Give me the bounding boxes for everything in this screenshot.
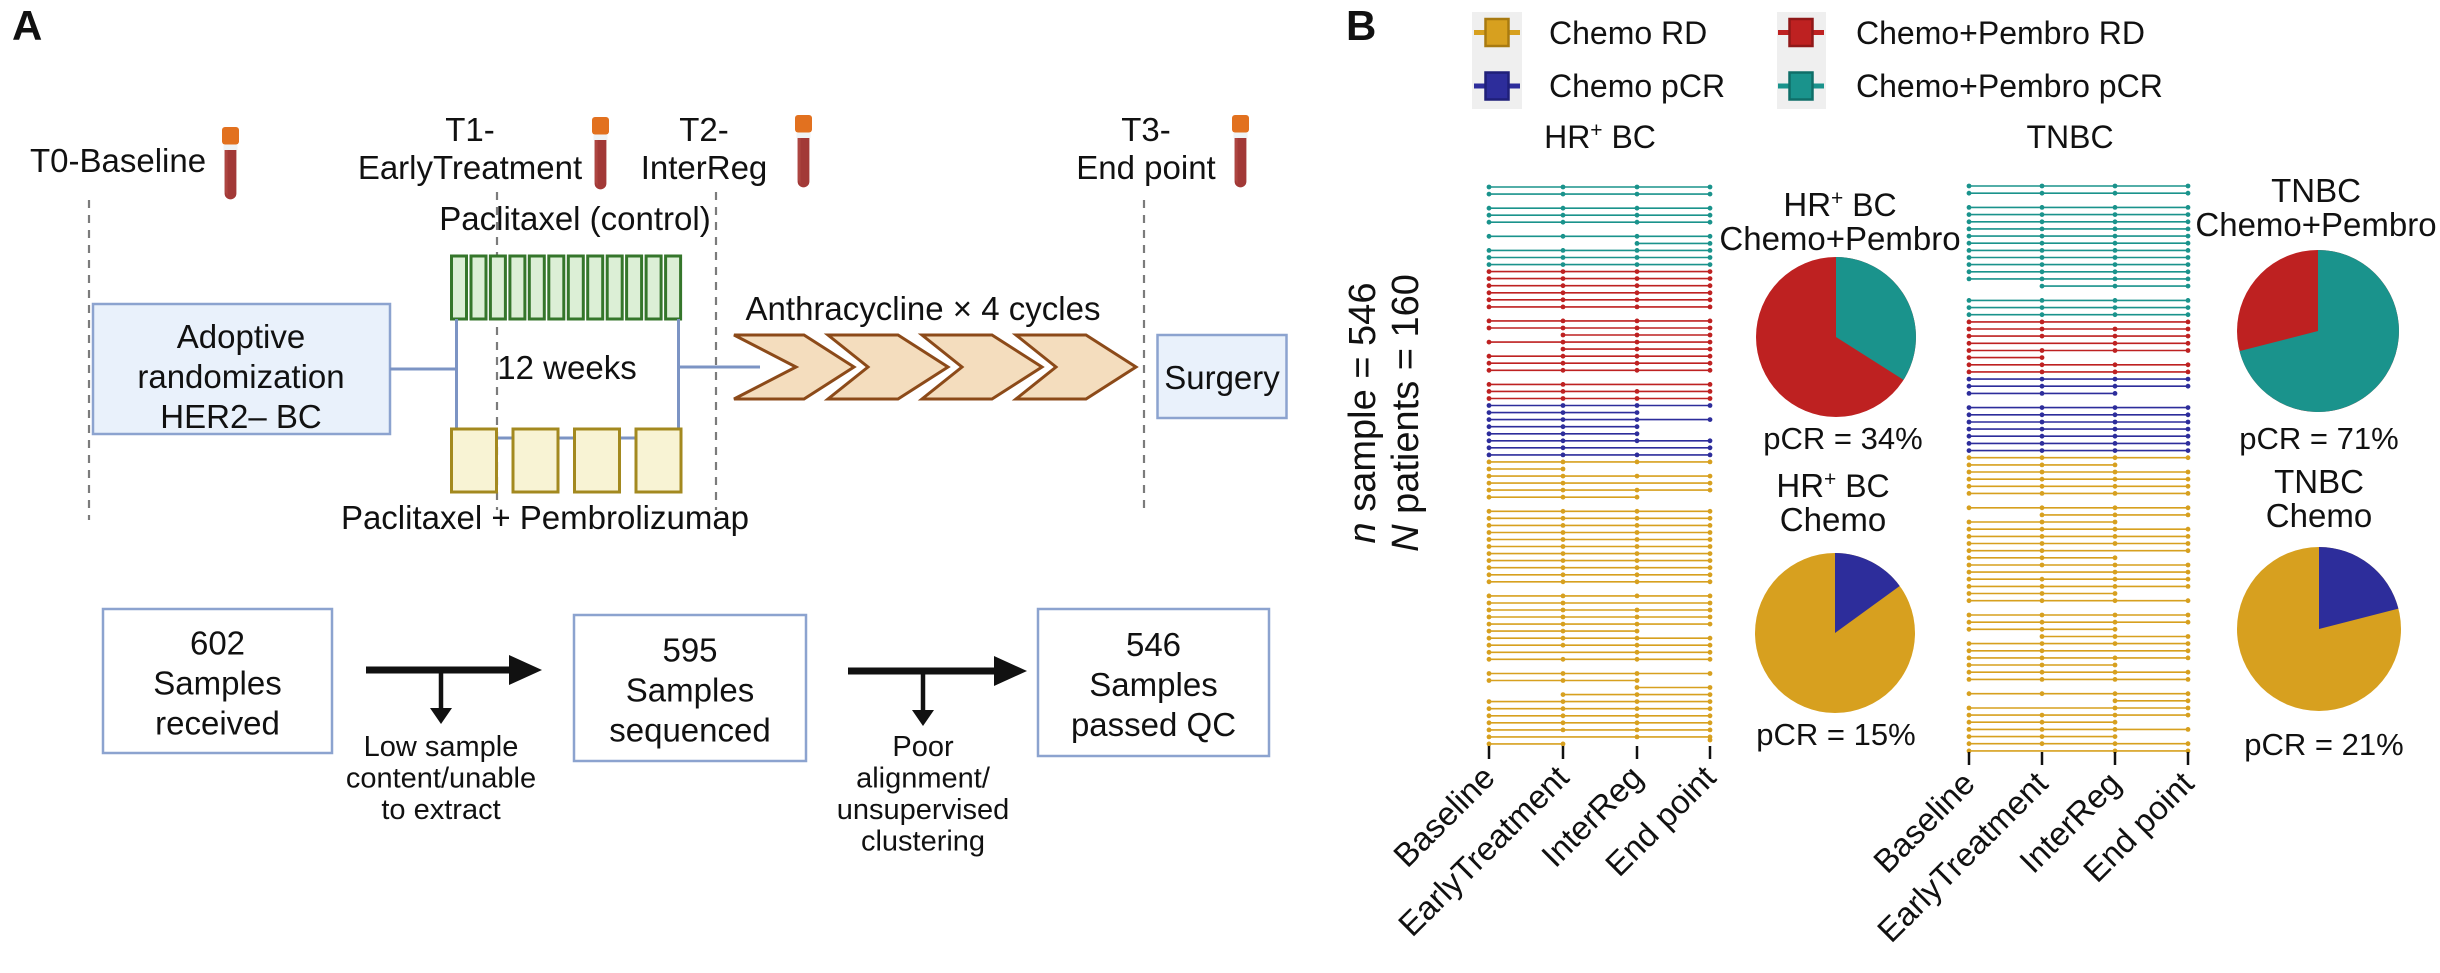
svg-text:Paclitaxel (control): Paclitaxel (control) xyxy=(439,200,710,237)
svg-text:Chemo+Pembro pCR: Chemo+Pembro pCR xyxy=(1856,68,2163,104)
svg-text:Chemo: Chemo xyxy=(2266,497,2372,534)
svg-text:pCR = 71%: pCR = 71% xyxy=(2239,421,2398,456)
svg-text:randomization: randomization xyxy=(137,358,344,395)
svg-text:received: received xyxy=(155,705,280,742)
svg-text:n sample = 546: n sample = 546 xyxy=(1342,283,1384,544)
svg-text:B: B xyxy=(1346,2,1376,49)
svg-text:passed QC: passed QC xyxy=(1071,706,1236,743)
svg-text:TNBC: TNBC xyxy=(2026,119,2113,155)
svg-text:T3-: T3- xyxy=(1121,111,1171,148)
svg-text:content/unable: content/unable xyxy=(346,763,536,795)
svg-text:Low sample: Low sample xyxy=(364,731,519,763)
svg-text:T2-: T2- xyxy=(679,111,729,148)
svg-text:546: 546 xyxy=(1126,626,1181,663)
svg-text:HR+ BC: HR+ BC xyxy=(1544,119,1656,155)
svg-text:Chemo+Pembro: Chemo+Pembro xyxy=(2195,206,2436,243)
svg-text:12 weeks: 12 weeks xyxy=(497,349,636,386)
svg-text:Samples: Samples xyxy=(626,672,754,709)
svg-text:pCR = 34%: pCR = 34% xyxy=(1763,421,1922,456)
svg-text:InterReg: InterReg xyxy=(641,149,768,186)
svg-text:unsupervised: unsupervised xyxy=(837,794,1010,826)
svg-text:Chemo+Pembro: Chemo+Pembro xyxy=(1719,220,1960,257)
svg-text:End point: End point xyxy=(1076,149,1215,186)
svg-text:Chemo pCR: Chemo pCR xyxy=(1549,68,1725,104)
svg-text:602: 602 xyxy=(190,625,245,662)
svg-text:595: 595 xyxy=(662,632,717,669)
svg-text:pCR = 21%: pCR = 21% xyxy=(2244,727,2403,762)
svg-text:T1-: T1- xyxy=(445,111,495,148)
svg-text:clustering: clustering xyxy=(861,826,985,858)
svg-text:TNBC: TNBC xyxy=(2271,172,2361,209)
svg-text:TNBC: TNBC xyxy=(2274,463,2364,500)
svg-text:HR+ BC: HR+ BC xyxy=(1776,467,1889,504)
svg-text:Samples: Samples xyxy=(153,665,281,702)
svg-text:Chemo RD: Chemo RD xyxy=(1549,15,1707,51)
svg-text:Poor: Poor xyxy=(892,731,954,763)
svg-text:N patients = 160: N patients = 160 xyxy=(1385,274,1427,552)
svg-text:T0-Baseline: T0-Baseline xyxy=(30,142,206,179)
svg-text:Chemo: Chemo xyxy=(1780,501,1886,538)
svg-text:Samples: Samples xyxy=(1089,666,1217,703)
svg-text:Paclitaxel + Pembrolizumap: Paclitaxel + Pembrolizumap xyxy=(341,499,749,536)
svg-text:Surgery: Surgery xyxy=(1164,359,1280,396)
svg-text:EarlyTreatment: EarlyTreatment xyxy=(358,149,582,186)
svg-text:alignment/: alignment/ xyxy=(856,763,991,795)
svg-text:Chemo+Pembro RD: Chemo+Pembro RD xyxy=(1856,15,2145,51)
svg-text:A: A xyxy=(12,2,42,49)
svg-text:Anthracycline × 4 cycles: Anthracycline × 4 cycles xyxy=(746,290,1101,327)
svg-text:pCR = 15%: pCR = 15% xyxy=(1756,717,1915,752)
svg-text:sequenced: sequenced xyxy=(609,712,770,749)
svg-text:HER2– BC: HER2– BC xyxy=(160,398,321,435)
svg-text:Adoptive: Adoptive xyxy=(177,318,305,355)
svg-text:to extract: to extract xyxy=(381,794,500,826)
